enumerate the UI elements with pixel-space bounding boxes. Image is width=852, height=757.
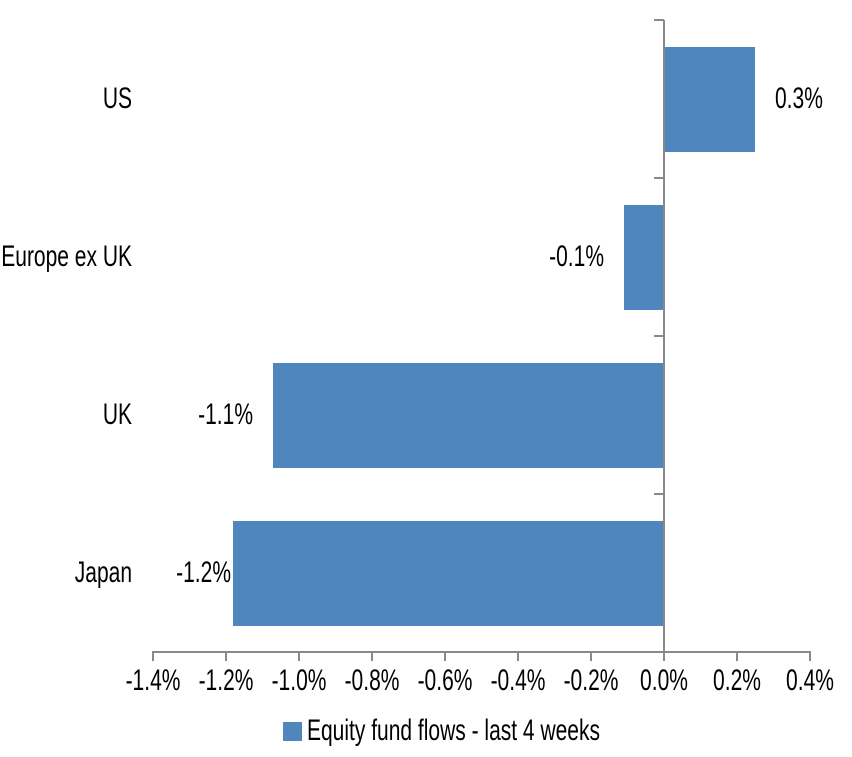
category-label-europe-ex-uk: Europe ex UK	[1, 240, 133, 273]
x-axis-tick	[517, 652, 519, 661]
x-axis-tick-label: -0.2%	[563, 664, 619, 697]
x-axis-tick	[590, 652, 592, 661]
legend-label: Equity fund flows - last 4 weeks	[307, 714, 600, 747]
y-axis-tick	[654, 493, 664, 495]
x-axis-tick-label: -1.4%	[125, 664, 181, 697]
data-label-europe-ex-uk: -0.1%	[548, 240, 604, 273]
x-axis-line	[152, 651, 811, 653]
category-label-uk: UK	[102, 398, 132, 431]
x-axis-tick-label: -0.8%	[344, 664, 400, 697]
category-label-us: US	[102, 82, 132, 115]
x-axis-tick	[663, 652, 665, 661]
x-axis-tick	[444, 652, 446, 661]
x-axis-tick-label: 0.2%	[713, 664, 761, 697]
x-axis-tick-label: 0.0%	[640, 664, 688, 697]
data-label-uk: -1.1%	[198, 398, 254, 431]
y-axis-tick	[654, 177, 664, 179]
x-axis-tick	[736, 652, 738, 661]
x-axis-tick	[809, 652, 811, 661]
x-axis-tick-label: -1.0%	[271, 664, 327, 697]
x-axis-tick	[298, 652, 300, 661]
bar-europe-ex-uk	[623, 204, 664, 310]
y-axis-tick	[654, 19, 664, 21]
x-axis-tick-label: -1.2%	[198, 664, 254, 697]
category-label-japan: Japan	[74, 556, 132, 589]
x-axis-tick	[152, 652, 154, 661]
y-axis-tick	[654, 335, 664, 337]
data-label-japan: -1.2%	[176, 556, 232, 589]
data-label-us: 0.3%	[775, 82, 824, 115]
x-axis-tick	[371, 652, 373, 661]
bar-uk	[273, 362, 664, 468]
bar-japan	[233, 520, 664, 626]
x-axis-tick-label: -0.4%	[490, 664, 546, 697]
y-axis-line	[663, 20, 665, 652]
bar-us	[664, 46, 756, 152]
legend-marker-square	[283, 722, 302, 741]
x-axis-tick-label: -0.6%	[417, 664, 473, 697]
x-axis-tick	[225, 652, 227, 661]
x-axis-tick-label: 0.4%	[786, 664, 834, 697]
